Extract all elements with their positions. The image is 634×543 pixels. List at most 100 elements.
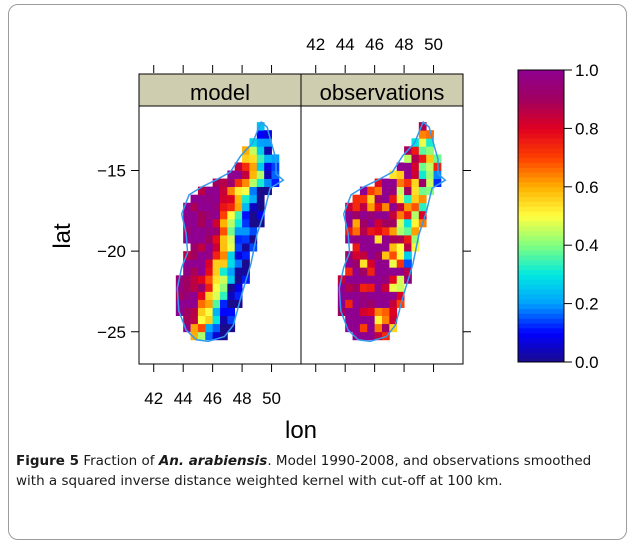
heatmap-cell <box>418 122 427 131</box>
color-key-segment <box>518 70 564 76</box>
color-key-segment <box>518 89 564 95</box>
heatmap-cell <box>242 251 250 260</box>
heatmap-cell <box>197 194 206 204</box>
heatmap-cell <box>426 154 434 163</box>
heatmap-cell <box>212 323 221 333</box>
heatmap-cell <box>212 267 221 276</box>
heatmap-cell <box>242 202 250 212</box>
heatmap-cell <box>396 283 405 292</box>
heatmap-cell <box>389 259 398 268</box>
heatmap-cell <box>220 323 228 333</box>
heatmap-cell <box>345 283 353 292</box>
heatmap-cell <box>433 170 442 179</box>
heatmap-cell <box>359 202 368 212</box>
heatmap-cell <box>396 178 405 188</box>
heatmap-cell <box>249 243 258 252</box>
heatmap-cell <box>389 243 398 252</box>
heatmap-cell <box>411 243 420 252</box>
heatmap-cell <box>389 235 398 244</box>
heatmap-cell <box>242 162 250 171</box>
heatmap-cell <box>359 235 368 244</box>
heatmap-cell <box>256 146 265 155</box>
color-key-segment <box>518 196 564 202</box>
model-panel <box>175 120 285 343</box>
heatmap-cell <box>190 267 199 276</box>
heatmap-cell <box>374 291 383 300</box>
heatmap-cell <box>411 178 420 188</box>
heatmap-cell <box>389 307 398 317</box>
heatmap-cell <box>234 226 243 236</box>
color-key-segment <box>518 230 564 236</box>
color-key-segment <box>518 357 564 363</box>
heatmap-cell <box>359 210 368 220</box>
heatmap-cell <box>396 194 405 204</box>
heatmap-cell <box>227 235 236 244</box>
heatmap-cell <box>374 259 383 268</box>
color-key-segment <box>518 172 564 178</box>
heatmap-cell <box>227 170 236 179</box>
heatmap-cell <box>367 218 376 228</box>
island-outline <box>338 120 447 343</box>
heatmap-cell <box>175 283 184 292</box>
heatmap-cell <box>404 218 412 228</box>
heatmap-cell <box>418 178 427 188</box>
heatmap-cell <box>264 178 272 188</box>
caption-label: Figure 5 <box>16 453 80 469</box>
heatmap-cell <box>227 186 236 196</box>
color-key-segment <box>518 201 564 207</box>
heatmap-cell <box>382 299 390 308</box>
heatmap-cell <box>374 323 383 333</box>
heatmap-cell <box>227 291 236 300</box>
heatmap-cell <box>249 154 258 163</box>
heatmap-cell <box>205 243 214 252</box>
heatmap-cell <box>411 226 420 236</box>
heatmap-cell <box>234 170 243 179</box>
heatmap-cell <box>205 315 214 325</box>
color-key-segment <box>518 138 564 144</box>
heatmap-cell <box>345 291 353 300</box>
heatmap-cell <box>418 194 427 204</box>
heatmap-cell <box>404 170 412 179</box>
caption-text-before: Fraction of <box>83 453 159 469</box>
color-key-segment <box>518 211 564 217</box>
heatmap-cell <box>212 299 221 308</box>
heatmap-cell <box>227 267 236 276</box>
x-tick-label-bottom: 48 <box>233 389 252 408</box>
heatmap-cell <box>242 259 250 268</box>
heatmap-cell <box>389 299 398 308</box>
heatmap-cell <box>256 130 265 139</box>
heatmap-cell <box>227 178 236 188</box>
heatmap-cell <box>234 243 243 252</box>
color-key-label: 0.6 <box>575 178 599 197</box>
heatmap-cell <box>205 283 214 292</box>
heatmap-cell <box>367 299 376 308</box>
heatmap-cell <box>345 299 353 308</box>
heatmap-cell <box>411 186 420 196</box>
heatmap-cell <box>220 218 228 228</box>
heatmap-cell <box>205 194 214 204</box>
heatmap-cell <box>234 235 243 244</box>
heatmap-cell <box>220 291 228 300</box>
heatmap-cell <box>220 194 228 204</box>
x-tick-label-top: 44 <box>336 35 355 54</box>
heatmap-cell <box>359 259 368 268</box>
heatmap-cell <box>352 259 361 268</box>
heatmap-cell <box>205 186 214 196</box>
x-tick-label-top: 50 <box>424 35 443 54</box>
y-tick-label: −20 <box>97 242 126 261</box>
color-key-segment <box>518 133 564 139</box>
heatmap-cell <box>220 226 228 236</box>
heatmap-cell <box>359 226 368 236</box>
heatmap-cell <box>426 170 434 179</box>
color-key-segment <box>518 206 564 212</box>
heatmap-cell <box>404 178 412 188</box>
heatmap-cell <box>264 146 272 155</box>
axis-ticks <box>131 65 471 372</box>
heatmap-cell <box>197 202 206 212</box>
x-tick-label-bottom: 46 <box>203 389 222 408</box>
heatmap-cell <box>220 299 228 308</box>
heatmap-cell <box>190 259 199 268</box>
heatmap-cell <box>190 251 199 260</box>
heatmap-cell <box>242 154 250 163</box>
color-key-segment <box>518 162 564 168</box>
